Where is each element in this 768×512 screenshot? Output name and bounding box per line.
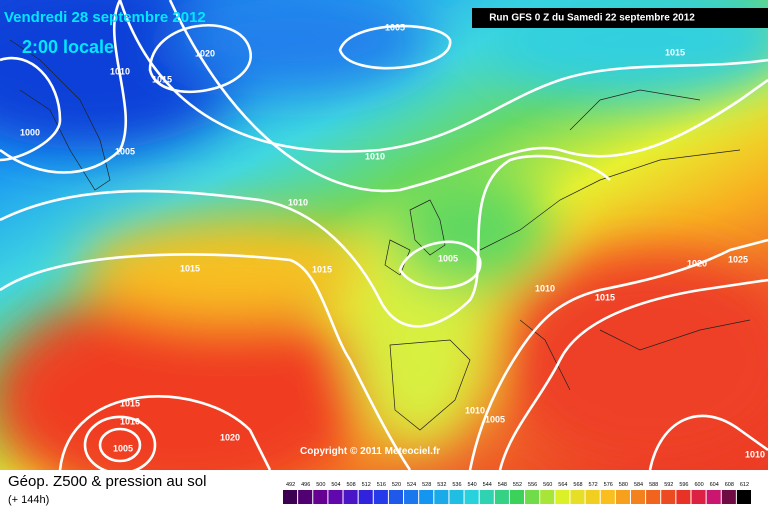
legend-label: 504 [331,482,340,488]
isobars [0,0,768,473]
legend-label: 524 [407,482,416,488]
isobar-label: 1010 [365,151,385,161]
legend-label: 532 [437,482,446,488]
legend-swatch [570,490,585,504]
legend-label: 568 [573,482,582,488]
legend-swatch [343,490,358,504]
legend-swatch [419,490,434,504]
legend-label: 584 [634,482,643,488]
legend-label: 576 [604,482,613,488]
legend-swatch [646,490,661,504]
legend-label: 544 [483,482,492,488]
isobar-label: 1010 [288,197,308,207]
legend-swatch [630,490,646,504]
legend-label: 520 [392,482,401,488]
legend-label: 608 [725,482,734,488]
legend-label: 600 [694,482,703,488]
isobar-label: 1010 [120,416,140,426]
legend-swatch [615,490,630,504]
legend-swatch [298,490,313,504]
legend-swatch [736,490,751,504]
legend-swatch [691,490,706,504]
copyright: Copyright © 2011 Meteociel.fr [300,446,440,457]
legend-swatch [388,490,404,504]
isobar-label: 1015 [312,264,332,274]
legend-label: 572 [589,482,598,488]
isobar-label: 1015 [120,398,140,408]
legend-label: 528 [422,482,431,488]
legend-swatch [464,490,479,504]
legend-swatch [494,490,509,504]
footer-lead: (+ 144h) [8,494,49,506]
legend-swatch [721,490,736,504]
legend-label: 496 [301,482,310,488]
isobar-label: 1015 [152,74,172,84]
isobar-label: 1000 [20,127,40,137]
isobar-label: 1005 [485,414,505,424]
isobar-label: 1025 [728,254,748,264]
isobar-label: 1020 [195,48,215,58]
run-info: Run GFS 0 Z du Samedi 22 septembre 2012 [489,13,695,24]
legend-swatch [706,490,721,504]
legend-swatch [449,490,464,504]
legend-label: 564 [558,482,567,488]
footer-title: Géop. Z500 & pression au sol [8,473,206,490]
legend-label: 536 [452,482,461,488]
run-banner [472,8,768,28]
legend-swatch [525,490,540,504]
legend-swatch [540,490,555,504]
legend-swatch [434,490,449,504]
legend-swatch [600,490,615,504]
legend-label: 612 [740,482,749,488]
isobar-label: 1005 [385,22,405,32]
legend-label: 552 [513,482,522,488]
legend-label: 604 [710,482,719,488]
isobar-label: 1010 [465,405,485,415]
isobar-label: 1020 [687,258,707,268]
coastlines [9,39,751,431]
isobar-label: 1010 [745,449,765,459]
legend-label: 588 [649,482,658,488]
legend-swatch [509,490,525,504]
legend-swatch [676,490,691,504]
legend-label: 596 [679,482,688,488]
isobar-label: 1005 [113,443,133,453]
legend-swatch [479,490,494,504]
isobar-label: 1015 [665,47,685,57]
legend-label: 592 [664,482,673,488]
isobar-label: 1020 [220,432,240,442]
legend-label: 516 [377,482,386,488]
legend-label: 500 [316,482,325,488]
legend-label: 540 [468,482,477,488]
legend-swatch [358,490,373,504]
time: 2:00 locale [22,37,114,57]
date: Vendredi 28 septembre 2012 [4,9,206,26]
legend-swatch [373,490,388,504]
legend-swatch [404,490,419,504]
legend: 492 496 500 504 508 512 516 520 524 528 532 536 540 5… [283,482,751,504]
legend-swatch [661,490,676,504]
isobar-label: 1005 [115,146,135,156]
legend-label: 508 [346,482,355,488]
isobar-label: 1010 [535,283,555,293]
legend-swatch [585,490,600,504]
legend-swatch [313,490,328,504]
isobar-label: 1015 [180,263,200,273]
legend-label: 580 [619,482,628,488]
legend-label: 548 [498,482,507,488]
legend-swatch [283,490,298,504]
legend-label: 556 [528,482,537,488]
legend-label: 560 [543,482,552,488]
legend-label: 492 [286,482,295,488]
legend-label: 512 [362,482,371,488]
isobar-label: 1015 [595,292,615,302]
legend-swatch [328,490,343,504]
legend-swatch [555,490,570,504]
isobar-label: 1005 [438,253,458,263]
isobar-label: 1010 [110,66,130,76]
